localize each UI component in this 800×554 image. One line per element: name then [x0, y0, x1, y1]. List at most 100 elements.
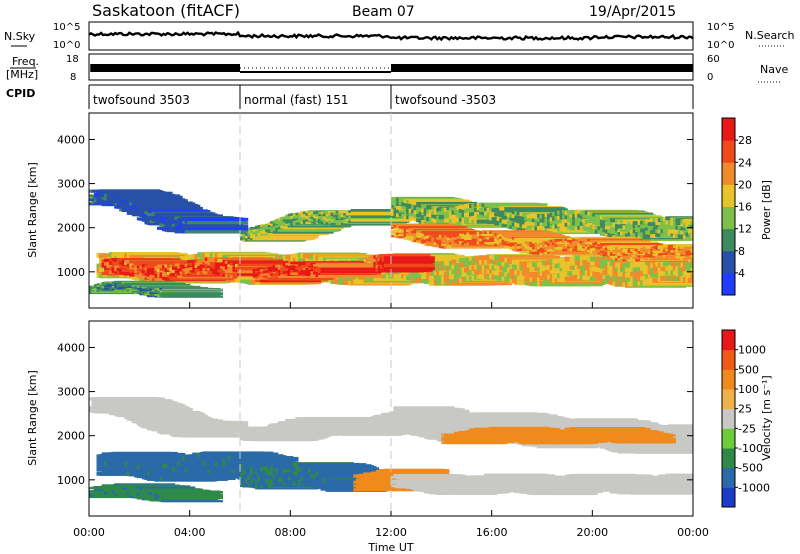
- heatmap-cell: [688, 252, 693, 256]
- heatmap-cell: [690, 259, 693, 265]
- heatmap-cell: [690, 438, 693, 444]
- heatmap-cell: [379, 254, 431, 258]
- heatmap-cell: [408, 409, 470, 415]
- heatmap-cell: [612, 435, 674, 438]
- freq-trace: [90, 64, 693, 73]
- cpid-segments: twofsound 3503 normal (fast) 151 twofsound…: [88, 85, 694, 109]
- heatmap-cell: [149, 210, 211, 214]
- nsky-panel: N.Sky 10^5 10^0 10^5 10^0 N.Search: [4, 21, 795, 51]
- heatmap-cell: [597, 241, 659, 245]
- heatmap-cell: [396, 224, 457, 228]
- colorbar-swatch: [722, 250, 735, 274]
- heatmap-cell: [501, 431, 563, 433]
- heatmap-cell: [144, 413, 206, 417]
- heatmap-cell: [318, 264, 379, 268]
- heatmap-cell: [162, 214, 223, 218]
- heatmap-cell: [685, 236, 693, 241]
- heatmap-cell: [290, 224, 352, 228]
- colorbar-swatch: [722, 184, 735, 207]
- freq-panel: Freq. [MHz] 18 8 60 0 Nave: [6, 53, 788, 83]
- colorbar-swatch: [722, 272, 735, 296]
- heatmap-cell: [131, 408, 193, 412]
- heatmap-cell: [464, 438, 525, 441]
- date-title: 19/Apr/2015: [589, 4, 676, 20]
- heatmap-cell: [320, 270, 382, 273]
- heatmap-cell: [589, 239, 651, 243]
- heatmap-cell: [690, 268, 693, 273]
- heatmap-cell: [162, 296, 223, 298]
- heatmap-cell: [114, 483, 176, 486]
- heatmap-cell: [383, 256, 435, 260]
- colorbar-tick-label: 24: [738, 156, 752, 169]
- power-colorbar-label: Power [dB]: [760, 180, 773, 240]
- power-ylabel: Slant Range [km]: [26, 162, 39, 258]
- heatmap-cell: [690, 248, 693, 252]
- heatmap-cell: [388, 472, 450, 476]
- nsky-frame: [88, 21, 694, 51]
- heatmap-cell: [690, 255, 693, 258]
- heatmap-cell: [348, 210, 410, 213]
- heatmap-cell: [121, 195, 183, 199]
- freq-band-2: [391, 64, 693, 72]
- heatmap-cell: [682, 218, 693, 223]
- freq-label-1: Freq.: [12, 55, 39, 68]
- heatmap-cell: [675, 244, 693, 248]
- heatmap-cell: [187, 217, 249, 221]
- heatmap-cell: [187, 229, 249, 233]
- heatmap-cell: [139, 285, 201, 288]
- heatmap-cell: [187, 227, 249, 231]
- colorbar-swatch: [722, 140, 735, 163]
- heatmap-cell: [690, 228, 693, 233]
- nave-label: Nave: [760, 63, 788, 76]
- heatmap-cell: [124, 403, 186, 407]
- heatmap-cell: [690, 250, 693, 254]
- y-tick-label: 4000: [57, 133, 85, 146]
- heatmap-cell: [315, 263, 377, 266]
- heatmap-cell: [162, 293, 223, 296]
- colorbar-swatch: [722, 228, 735, 252]
- heatmap-cell: [615, 437, 676, 440]
- colorbar-tick-label: 16: [738, 201, 752, 214]
- heatmap-cell: [141, 206, 203, 210]
- heatmap-cell: [255, 236, 317, 240]
- heatmap-cell: [690, 224, 693, 229]
- freq-label-2: [MHz]: [6, 68, 38, 81]
- heatmap-cell: [491, 231, 553, 234]
- heatmap-cell: [237, 456, 299, 462]
- heatmap-cell: [609, 245, 671, 248]
- heatmap-cell: [690, 257, 693, 260]
- station-title: Saskatoon (fitACF): [92, 1, 240, 20]
- heatmap-cell: [688, 262, 693, 268]
- heatmap-cell: [320, 267, 382, 271]
- heatmap-cell: [162, 496, 223, 500]
- nsky-tick-top: 10^5: [53, 22, 80, 33]
- heatmap-cell: [187, 430, 249, 434]
- heatmap-cell: [104, 397, 166, 401]
- colorbar-tick-label: 28: [738, 134, 752, 147]
- heatmap-cell: [162, 495, 223, 498]
- heatmap-cell: [162, 288, 223, 291]
- heatmap-cell: [124, 282, 186, 285]
- heatmap-cell: [589, 427, 651, 430]
- heatmap-cell: [187, 221, 249, 225]
- heatmap-cell: [690, 220, 693, 225]
- heatmap-cell: [383, 259, 435, 264]
- heatmap-cell: [162, 500, 223, 503]
- heatmap-cell: [257, 235, 319, 239]
- heatmap-cell: [383, 263, 435, 268]
- heatmap-cell: [547, 440, 608, 443]
- nsearch-tick-top: 10^5: [707, 22, 734, 33]
- heatmap-cell: [688, 236, 693, 241]
- heatmap-cell: [139, 204, 201, 208]
- velocity-heatmap: [89, 397, 693, 503]
- freq-tick-bottom: 8: [70, 72, 76, 83]
- nsky-label: N.Sky: [4, 30, 36, 43]
- nsearch-label: N.Search: [745, 29, 795, 42]
- heatmap-cell: [514, 237, 576, 241]
- y-tick-label: 2000: [57, 222, 85, 235]
- heatmap-cell: [690, 444, 693, 450]
- heatmap-cell: [350, 209, 412, 212]
